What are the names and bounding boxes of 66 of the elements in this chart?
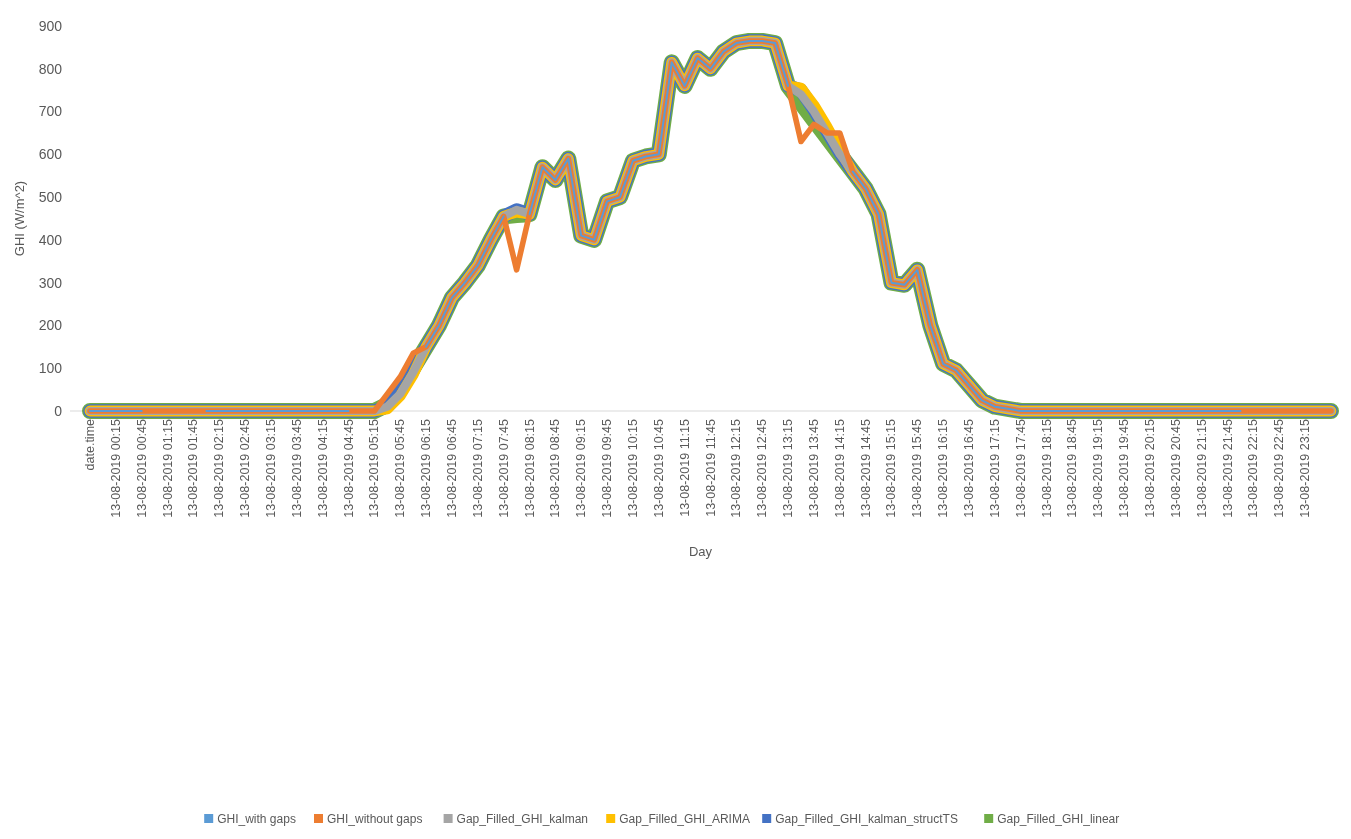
- x-tick-label: 13-08-2019 13:45: [806, 418, 821, 518]
- x-tick-label: 13-08-2019 10:15: [625, 418, 640, 518]
- x-tick-label: 13-08-2019 19:15: [1091, 418, 1106, 518]
- x-tick-label: 13-08-2019 08:15: [522, 418, 537, 518]
- x-tick-label: 13-08-2019 15:45: [910, 418, 925, 518]
- y-tick-label: 800: [38, 60, 63, 77]
- x-tick-label: 13-08-2019 12:15: [729, 418, 744, 518]
- x-tick-label: 13-08-2019 08:45: [548, 418, 563, 518]
- x-tick-label: 13-08-2019 07:15: [470, 418, 485, 518]
- y-tick-label: 600: [38, 146, 63, 163]
- x-tick-label: 13-08-2019 22:15: [1246, 418, 1261, 518]
- x-tick-label: 13-08-2019 21:45: [1220, 418, 1235, 518]
- x-tick-label: 13-08-2019 01:45: [186, 418, 201, 518]
- x-tick-label: 13-08-2019 12:45: [755, 418, 770, 518]
- x-tick-label: 13-08-2019 05:15: [367, 418, 382, 518]
- x-tick-label: 13-08-2019 11:15: [677, 418, 692, 517]
- x-tick-label: 13-08-2019 22:45: [1272, 418, 1287, 518]
- y-tick-label: 500: [38, 189, 63, 206]
- y-tick-label: 0: [54, 402, 63, 419]
- x-tick-label: 13-08-2019 15:15: [884, 418, 899, 518]
- x-tick-label: 13-08-2019 10:45: [651, 418, 666, 518]
- x-tick-label: 13-08-2019 13:15: [781, 418, 796, 518]
- x-tick-label: 13-08-2019 20:15: [1143, 418, 1158, 518]
- x-tick-label: 13-08-2019 23:15: [1298, 418, 1313, 518]
- x-tick-label: 13-08-2019 06:15: [419, 418, 434, 518]
- x-tick-label: 13-08-2019 18:45: [1065, 418, 1080, 518]
- y-tick-label: 700: [38, 103, 63, 120]
- y-tick-label: 300: [38, 274, 63, 291]
- x-tick-label: 13-08-2019 19:45: [1117, 418, 1132, 518]
- x-tick-label: 13-08-2019 07:45: [496, 418, 511, 518]
- legend-label: Gap_Filled_GHI_ARIMA: [619, 812, 750, 826]
- x-tick-label: 13-08-2019 20:45: [1168, 418, 1183, 518]
- x-tick-label: 13-08-2019 17:15: [987, 418, 1002, 518]
- x-tick-label: 13-08-2019 05:45: [393, 418, 408, 518]
- x-tick-label: date.time: [83, 418, 97, 471]
- x-tick-label: 13-08-2019 18:15: [1039, 418, 1054, 518]
- x-tick-label: 13-08-2019 14:45: [858, 418, 873, 518]
- y-tick-label: 200: [38, 317, 63, 334]
- y-tick-label: 900: [38, 17, 63, 34]
- x-tick-label: 13-08-2019 14:15: [832, 418, 847, 518]
- x-tick-label: 13-08-2019 00:15: [108, 418, 123, 518]
- x-tick-label: 13-08-2019 16:45: [962, 418, 977, 518]
- x-tick-label: 13-08-2019 03:15: [263, 418, 278, 518]
- x-tick-label: 13-08-2019 02:45: [238, 418, 253, 518]
- x-tick-label: 13-08-2019 21:15: [1194, 418, 1209, 518]
- y-tick-label: 100: [38, 360, 63, 377]
- legend-label: Gap_Filled_GHI_linear: [997, 812, 1120, 826]
- x-tick-label: 13-08-2019 04:45: [341, 418, 356, 518]
- x-tick-label: 13-08-2019 03:45: [289, 418, 304, 518]
- y-tick-label: 400: [38, 231, 63, 248]
- x-tick-label: 13-08-2019 04:15: [315, 418, 330, 518]
- y-axis-title: GHI (W/m^2): [12, 180, 27, 257]
- x-tick-label: 13-08-2019 00:45: [134, 418, 149, 518]
- x-tick-label: 13-08-2019 01:15: [160, 418, 175, 518]
- legend-label: Gap_Filled_GHI_kalman_structTS: [775, 812, 958, 826]
- x-tick-label: 13-08-2019 17:45: [1013, 418, 1028, 518]
- x-tick-label: 13-08-2019 09:45: [600, 418, 615, 518]
- x-axis-title: Day: [688, 544, 713, 559]
- x-tick-label: 13-08-2019 02:15: [212, 418, 227, 518]
- x-tick-label: 13-08-2019 06:45: [444, 418, 459, 518]
- x-tick-label: 13-08-2019 11:45: [703, 418, 718, 517]
- legend-label: Gap_Filled_GHI_kalman: [456, 812, 589, 826]
- legend-label: GHI_with gaps: [217, 812, 296, 826]
- x-tick-label: 13-08-2019 09:15: [574, 418, 589, 518]
- x-tick-label: 13-08-2019 16:15: [936, 418, 951, 518]
- legend-label: GHI_without gaps: [327, 812, 423, 826]
